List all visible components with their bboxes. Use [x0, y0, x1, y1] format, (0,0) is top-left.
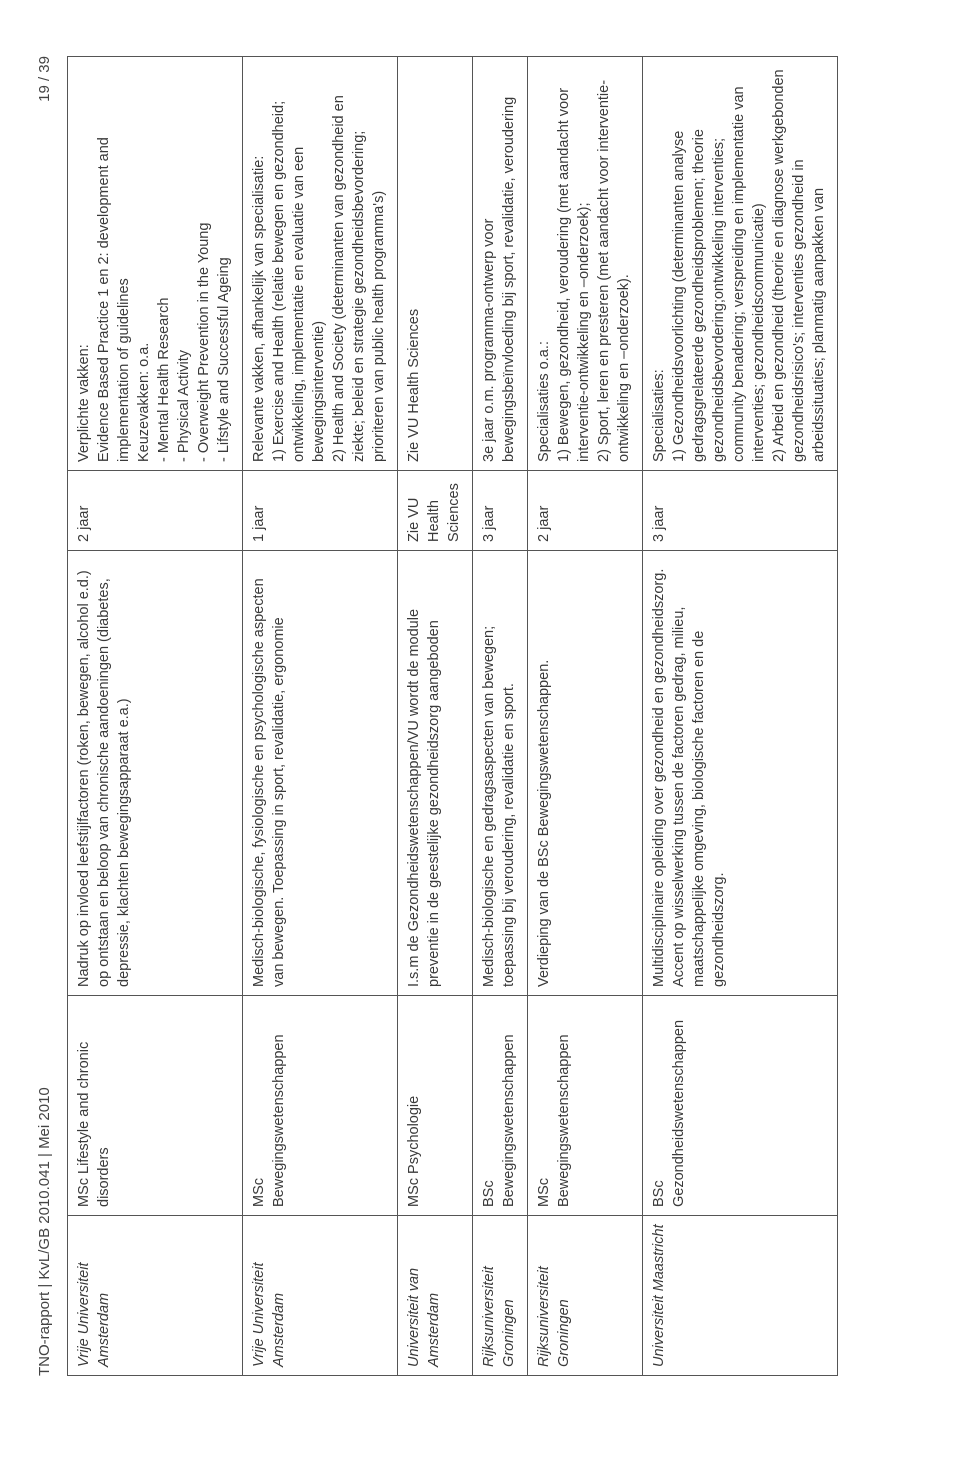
cell-det: Verplichte vakken: Evidence Based Practi… — [68, 57, 243, 471]
cell-desc: Medisch-biologische en gedragsaspecten v… — [473, 551, 528, 996]
cell-inst: Universiteit van Amsterdam — [398, 1216, 473, 1376]
header-left: TNO-rapport | KvL/GB 2010.041 | Mei 2010 — [36, 1087, 53, 1376]
cell-prog: MSc Bewegingswetenschappen — [528, 996, 643, 1216]
cell-prog: MSc Bewegingswetenschappen — [243, 996, 398, 1216]
cell-det: Zie VU Health Sciences — [398, 57, 473, 471]
cell-inst: Vrije Universiteit Amsterdam — [68, 1216, 243, 1376]
cell-dur: 1 jaar — [243, 471, 398, 551]
cell-desc: Verdieping van de BSc Bewegingswetenscha… — [528, 551, 643, 996]
cell-dur: 2 jaar — [68, 471, 243, 551]
table-row: Rijksuniversiteit GroningenBSc Bewegings… — [473, 57, 528, 1376]
page-header: TNO-rapport | KvL/GB 2010.041 | Mei 2010… — [36, 56, 53, 1376]
cell-prog: MSc Lifestyle and chronic disorders — [68, 996, 243, 1216]
cell-det: 3e jaar o.m. programma-ontwerp voor bewe… — [473, 57, 528, 471]
table-row: Universiteit MaastrichtBSc Gezondheidswe… — [643, 57, 838, 1376]
cell-prog: BSc Bewegingswetenschappen — [473, 996, 528, 1216]
cell-inst: Vrije Universiteit Amsterdam — [243, 1216, 398, 1376]
cell-det: Specialisaties o.a.: 1) Bewegen, gezondh… — [528, 57, 643, 471]
cell-inst: Rijksuniversiteit Groningen — [473, 1216, 528, 1376]
cell-inst: Universiteit Maastricht — [643, 1216, 838, 1376]
cell-desc: Medisch-biologische, fysiologische en ps… — [243, 551, 398, 996]
cell-inst: Rijksuniversiteit Groningen — [528, 1216, 643, 1376]
cell-desc: Multidisciplinaire opleiding over gezond… — [643, 551, 838, 996]
table-row: Rijksuniversiteit GroningenMSc Bewegings… — [528, 57, 643, 1376]
cell-det: Relevante vakken, afhankelijk van specia… — [243, 57, 398, 471]
cell-desc: Nadruk op invloed leefstijlfactoren (rok… — [68, 551, 243, 996]
cell-dur: 3 jaar — [643, 471, 838, 551]
programs-table: Vrije Universiteit AmsterdamMSc Lifestyl… — [67, 56, 838, 1376]
cell-dur: 3 jaar — [473, 471, 528, 551]
cell-dur: Zie VU Health Sciences — [398, 471, 473, 551]
header-right: 19 / 39 — [36, 56, 53, 102]
table-row: Universiteit van AmsterdamMSc Psychologi… — [398, 57, 473, 1376]
cell-desc: I.s.m de Gezondheidswetenschappen/VU wor… — [398, 551, 473, 996]
cell-prog: BSc Gezondheidswetenschappen — [643, 996, 838, 1216]
cell-det: Specialisaties: 1) Gezondheidsvoorlichti… — [643, 57, 838, 471]
cell-dur: 2 jaar — [528, 471, 643, 551]
table-row: Vrije Universiteit AmsterdamMSc Lifestyl… — [68, 57, 243, 1376]
cell-prog: MSc Psychologie — [398, 996, 473, 1216]
table-row: Vrije Universiteit AmsterdamMSc Beweging… — [243, 57, 398, 1376]
